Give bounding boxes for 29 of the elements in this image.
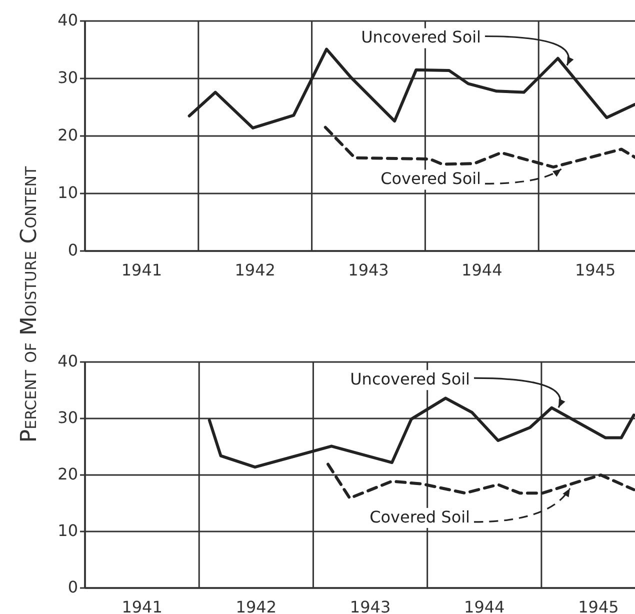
legend-label: Covered Soil [380,169,481,188]
y-tick-label: 20 [58,464,78,484]
x-tick-label: 1944 [462,260,502,280]
y-tick-label: 30 [58,68,78,87]
y-tick-label: 20 [58,125,78,144]
y-tick-label: 10 [58,182,78,202]
x-tick-label: 1945 [574,260,616,280]
line-series [188,48,635,130]
x-tick-label: 1945 [578,597,619,614]
x-tick-label: 1942 [234,260,276,280]
series-label: Uncovered Soil [361,28,481,47]
line-series [324,126,635,169]
series-label: Uncovered Soil [350,369,470,388]
line-series [208,396,635,469]
y-axis-title: Percent of Moisture Content [17,165,42,443]
x-tick-label: 1941 [121,260,162,280]
y-tick-label: 40 [58,351,78,370]
series-label: Covered Soil [370,507,470,526]
x-tick-label: 1942 [236,597,277,614]
y-tick-label: 0 [68,240,78,260]
y-tick-label: 30 [58,408,78,427]
y-tick-label: 40 [58,10,78,30]
y-tick-label: 0 [68,577,78,596]
x-tick-label: 1944 [464,597,505,614]
y-tick-label: 10 [58,520,78,540]
line-series [326,462,635,500]
x-tick-label: 1941 [122,597,162,614]
x-tick-label: 1943 [348,260,389,280]
x-tick-label: 1943 [350,597,391,614]
